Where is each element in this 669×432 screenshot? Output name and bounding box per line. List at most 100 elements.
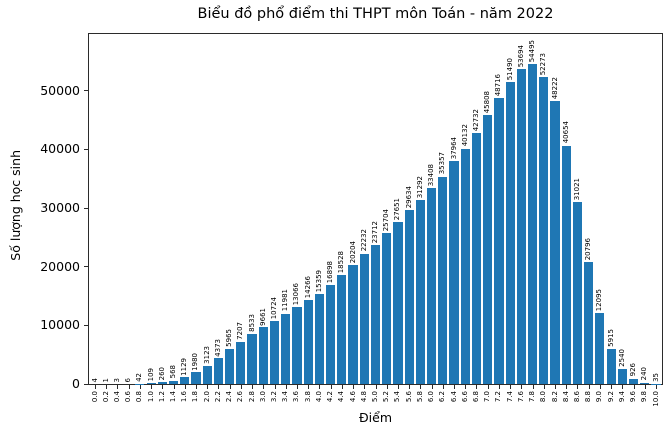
x-tick bbox=[577, 385, 579, 389]
bar bbox=[438, 176, 448, 384]
x-tick-label: 4.6 bbox=[348, 391, 357, 403]
x-tick bbox=[476, 385, 478, 389]
x-tick bbox=[431, 385, 433, 389]
bar bbox=[584, 262, 594, 384]
bar bbox=[471, 133, 482, 384]
bar bbox=[628, 378, 639, 384]
bar bbox=[281, 313, 291, 384]
x-tick-label: 0.0 bbox=[90, 391, 99, 403]
bar-value-label: 3 bbox=[112, 377, 121, 382]
bar-value-label: 42 bbox=[135, 372, 144, 382]
bar bbox=[236, 341, 246, 384]
x-tick bbox=[454, 385, 456, 389]
bar bbox=[191, 372, 201, 384]
x-tick bbox=[543, 385, 545, 389]
x-tick bbox=[465, 385, 467, 389]
y-tick-label: 10000 bbox=[40, 317, 80, 333]
x-tick bbox=[498, 385, 500, 389]
bar bbox=[415, 200, 425, 384]
bar-value-label: 45808 bbox=[483, 90, 492, 114]
bar-value-label: 48716 bbox=[494, 73, 503, 97]
bar bbox=[550, 101, 560, 384]
x-tick-label: 2.4 bbox=[225, 391, 234, 403]
bar-value-label: 11981 bbox=[281, 289, 290, 312]
bar bbox=[348, 265, 358, 384]
x-tick bbox=[319, 385, 321, 389]
x-tick bbox=[330, 385, 332, 389]
x-tick bbox=[173, 385, 175, 389]
x-tick-label: 7.0 bbox=[483, 391, 492, 403]
x-tick bbox=[353, 385, 355, 389]
x-tick bbox=[397, 385, 399, 389]
bar-value-label: 37964 bbox=[449, 137, 458, 160]
bar bbox=[505, 81, 515, 384]
x-tick-label: 5.6 bbox=[404, 391, 413, 403]
bar-value-label: 13066 bbox=[292, 283, 301, 306]
bar bbox=[213, 358, 223, 384]
x-tick-label: 6.8 bbox=[471, 391, 480, 403]
x-tick bbox=[207, 385, 209, 389]
x-tick bbox=[386, 385, 388, 389]
x-tick-label: 5.8 bbox=[415, 391, 424, 403]
bar-value-label: 14266 bbox=[303, 276, 312, 299]
x-tick bbox=[263, 385, 265, 389]
plot-area: 4 1 3 6 42 109 260 568 1129 1980 3123 4373 5965 7207 8… bbox=[88, 33, 663, 385]
x-tick-label: 2.2 bbox=[213, 391, 222, 403]
bar-value-label: 48222 bbox=[550, 76, 559, 100]
x-tick bbox=[622, 385, 624, 389]
bar-value-label: 8533 bbox=[247, 314, 256, 332]
y-tick-label: 50000 bbox=[40, 82, 80, 98]
x-tick-label: 7.4 bbox=[505, 391, 514, 403]
bar-value-label: 53694 bbox=[516, 44, 525, 67]
y-tick-label: 20000 bbox=[40, 258, 80, 274]
bar bbox=[527, 64, 538, 384]
bar-value-label: 4 bbox=[90, 377, 99, 382]
y-tick-label: 30000 bbox=[40, 200, 80, 215]
bar bbox=[572, 202, 583, 384]
x-tick-label: 9.6 bbox=[629, 391, 638, 403]
x-tick bbox=[128, 385, 130, 389]
bar-value-label: 27651 bbox=[393, 197, 402, 220]
x-tick-label: 4.2 bbox=[326, 391, 335, 403]
bar-value-label: 1980 bbox=[191, 352, 200, 371]
x-tick-label: 0.8 bbox=[135, 391, 144, 403]
bar bbox=[404, 210, 414, 384]
x-tick-label: 1.4 bbox=[169, 391, 178, 403]
x-tick bbox=[375, 385, 377, 389]
x-tick bbox=[341, 385, 343, 389]
x-tick-label: 1.8 bbox=[191, 391, 200, 403]
x-tick bbox=[409, 385, 411, 389]
x-tick-label: 3.4 bbox=[281, 391, 290, 403]
x-tick-label: 0.4 bbox=[112, 391, 121, 403]
bar bbox=[483, 115, 493, 384]
x-tick-label: 5.4 bbox=[393, 391, 402, 403]
bar bbox=[393, 221, 403, 384]
y-tick-label: 40000 bbox=[40, 141, 80, 157]
bar-value-label: 35357 bbox=[438, 152, 447, 175]
x-tick-label: 7.2 bbox=[494, 391, 503, 403]
x-tick bbox=[442, 385, 444, 389]
x-tick bbox=[139, 385, 141, 389]
bar-value-label: 52273 bbox=[539, 53, 548, 76]
x-tick-label: 4.4 bbox=[337, 391, 346, 403]
x-tick bbox=[599, 385, 601, 389]
y-tick bbox=[84, 383, 88, 385]
bar bbox=[180, 377, 190, 384]
bar-value-label: 12095 bbox=[595, 288, 604, 312]
x-tick bbox=[195, 385, 197, 389]
x-tick bbox=[364, 385, 366, 389]
bar bbox=[449, 161, 459, 384]
x-tick-label: 2.6 bbox=[236, 391, 245, 403]
bar bbox=[640, 382, 650, 384]
x-tick-label: 6.0 bbox=[427, 391, 436, 403]
bar-value-label: 6 bbox=[124, 377, 133, 382]
bar-value-label: 51490 bbox=[505, 57, 514, 80]
x-tick-label: 7.8 bbox=[528, 391, 537, 403]
bar bbox=[269, 321, 280, 384]
x-tick bbox=[532, 385, 534, 389]
x-tick bbox=[633, 385, 635, 389]
bar-value-label: 2540 bbox=[617, 349, 626, 368]
x-tick-label: 1.6 bbox=[180, 391, 189, 403]
bar bbox=[539, 77, 549, 384]
bar-value-label: 42732 bbox=[471, 109, 480, 132]
